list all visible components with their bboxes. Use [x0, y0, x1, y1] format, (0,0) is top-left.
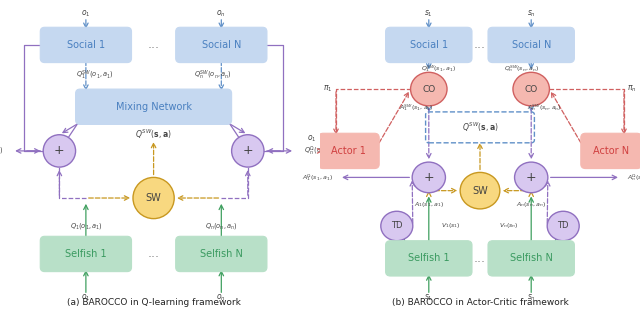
Text: $A_1^\Omega(s_1,a_1)$: $A_1^\Omega(s_1,a_1)$: [302, 172, 333, 183]
Text: Selfish N: Selfish N: [200, 249, 243, 259]
Text: Social N: Social N: [202, 40, 241, 50]
Text: $o_1$: $o_1$: [81, 292, 91, 303]
Text: $\pi_1$: $\pi_1$: [323, 84, 333, 94]
Text: TD: TD: [557, 221, 569, 230]
Text: $s_1$: $s_1$: [424, 292, 433, 303]
Circle shape: [43, 135, 76, 167]
Text: $Q^{SW}(\mathbf{s},\mathbf{a})$: $Q^{SW}(\mathbf{s},\mathbf{a})$: [135, 128, 172, 141]
Text: ...: ...: [148, 247, 159, 260]
Text: $s_n$: $s_n$: [527, 9, 536, 19]
Circle shape: [381, 211, 413, 241]
Text: $Q_n^\Omega(o_n,a_n)$: $Q_n^\Omega(o_n,a_n)$: [304, 144, 337, 157]
Circle shape: [460, 172, 500, 209]
Text: Actor N: Actor N: [593, 146, 629, 156]
Text: Social N: Social N: [511, 40, 551, 50]
Text: ...: ...: [474, 252, 486, 265]
Circle shape: [547, 211, 579, 241]
Text: $Q_1^{SW}(o_1,a_1)$: $Q_1^{SW}(o_1,a_1)$: [76, 69, 114, 83]
Text: $o_n$: $o_n$: [216, 9, 226, 19]
Text: $Q_1(o_1,a_1)$: $Q_1(o_1,a_1)$: [70, 221, 102, 231]
Text: $A_n(s_n,a_n)$: $A_n(s_n,a_n)$: [516, 200, 546, 209]
FancyBboxPatch shape: [175, 236, 267, 272]
Text: (b) BAROCCO in Actor-Critic framework: (b) BAROCCO in Actor-Critic framework: [392, 298, 568, 307]
Text: Mixing Network: Mixing Network: [116, 102, 191, 112]
Text: $A_1(s_1,a_1)$: $A_1(s_1,a_1)$: [414, 200, 444, 209]
Text: Actor 1: Actor 1: [332, 146, 366, 156]
Text: Selfish 1: Selfish 1: [408, 253, 450, 263]
Circle shape: [232, 135, 264, 167]
Text: $Q_1^\Omega(o_1,a_1)$: $Q_1^\Omega(o_1,a_1)$: [0, 144, 3, 157]
Text: TD: TD: [391, 221, 403, 230]
Circle shape: [515, 162, 548, 193]
Text: $Q_n(o_n,a_n)$: $Q_n(o_n,a_n)$: [205, 221, 237, 231]
FancyBboxPatch shape: [319, 133, 379, 169]
FancyBboxPatch shape: [488, 27, 575, 63]
FancyBboxPatch shape: [40, 27, 132, 63]
Text: $o_1$: $o_1$: [81, 9, 91, 19]
Circle shape: [513, 72, 550, 106]
Text: $A_1^{SW}(s_1,a_1)$: $A_1^{SW}(s_1,a_1)$: [399, 102, 433, 113]
Text: $s_1$: $s_1$: [424, 9, 433, 19]
Text: Selfish N: Selfish N: [510, 253, 552, 263]
Text: $\pi_n$: $\pi_n$: [627, 84, 637, 94]
Text: $o_1$: $o_1$: [307, 134, 317, 144]
Text: ...: ...: [474, 38, 486, 52]
Text: Social 1: Social 1: [67, 40, 105, 50]
Text: $A_n^{SW}(s_n,a_n)$: $A_n^{SW}(s_n,a_n)$: [527, 102, 561, 113]
Text: SW: SW: [146, 193, 161, 203]
Circle shape: [411, 72, 447, 106]
Circle shape: [412, 162, 445, 193]
Text: Selfish 1: Selfish 1: [65, 249, 107, 259]
Text: ...: ...: [148, 38, 159, 52]
Text: $A_n^\Omega(s_n,a_n)$: $A_n^\Omega(s_n,a_n)$: [627, 172, 640, 183]
Text: CO: CO: [525, 84, 538, 93]
FancyBboxPatch shape: [76, 89, 232, 124]
FancyBboxPatch shape: [175, 27, 267, 63]
Text: $Q_1^{SW}(s_1,a_1)$: $Q_1^{SW}(s_1,a_1)$: [421, 63, 456, 74]
Text: $Q_n^{SW}(s_n,a_n)$: $Q_n^{SW}(s_n,a_n)$: [504, 63, 539, 74]
FancyBboxPatch shape: [581, 133, 640, 169]
Text: SW: SW: [472, 186, 488, 196]
Text: Social 1: Social 1: [410, 40, 448, 50]
Text: $o_n$: $o_n$: [216, 292, 226, 303]
Circle shape: [133, 177, 174, 219]
Text: +: +: [424, 171, 434, 184]
FancyBboxPatch shape: [385, 27, 472, 63]
FancyBboxPatch shape: [385, 241, 472, 276]
Text: (a) BAROCCO in Q-learning framework: (a) BAROCCO in Q-learning framework: [67, 298, 241, 307]
FancyBboxPatch shape: [488, 241, 575, 276]
Text: $V_n(s_n)$: $V_n(s_n)$: [499, 221, 518, 230]
Text: $Q^{SW}(\mathbf{s},\mathbf{a})$: $Q^{SW}(\mathbf{s},\mathbf{a})$: [461, 121, 499, 134]
FancyBboxPatch shape: [40, 236, 132, 272]
Text: +: +: [54, 144, 65, 157]
Text: CO: CO: [422, 84, 435, 93]
Text: $s_n$: $s_n$: [527, 292, 536, 303]
Text: +: +: [243, 144, 253, 157]
Text: $V_1(s_1)$: $V_1(s_1)$: [442, 221, 461, 230]
Text: $Q_n^{SW}(o_n,a_n)$: $Q_n^{SW}(o_n,a_n)$: [193, 69, 232, 83]
Text: +: +: [526, 171, 536, 184]
